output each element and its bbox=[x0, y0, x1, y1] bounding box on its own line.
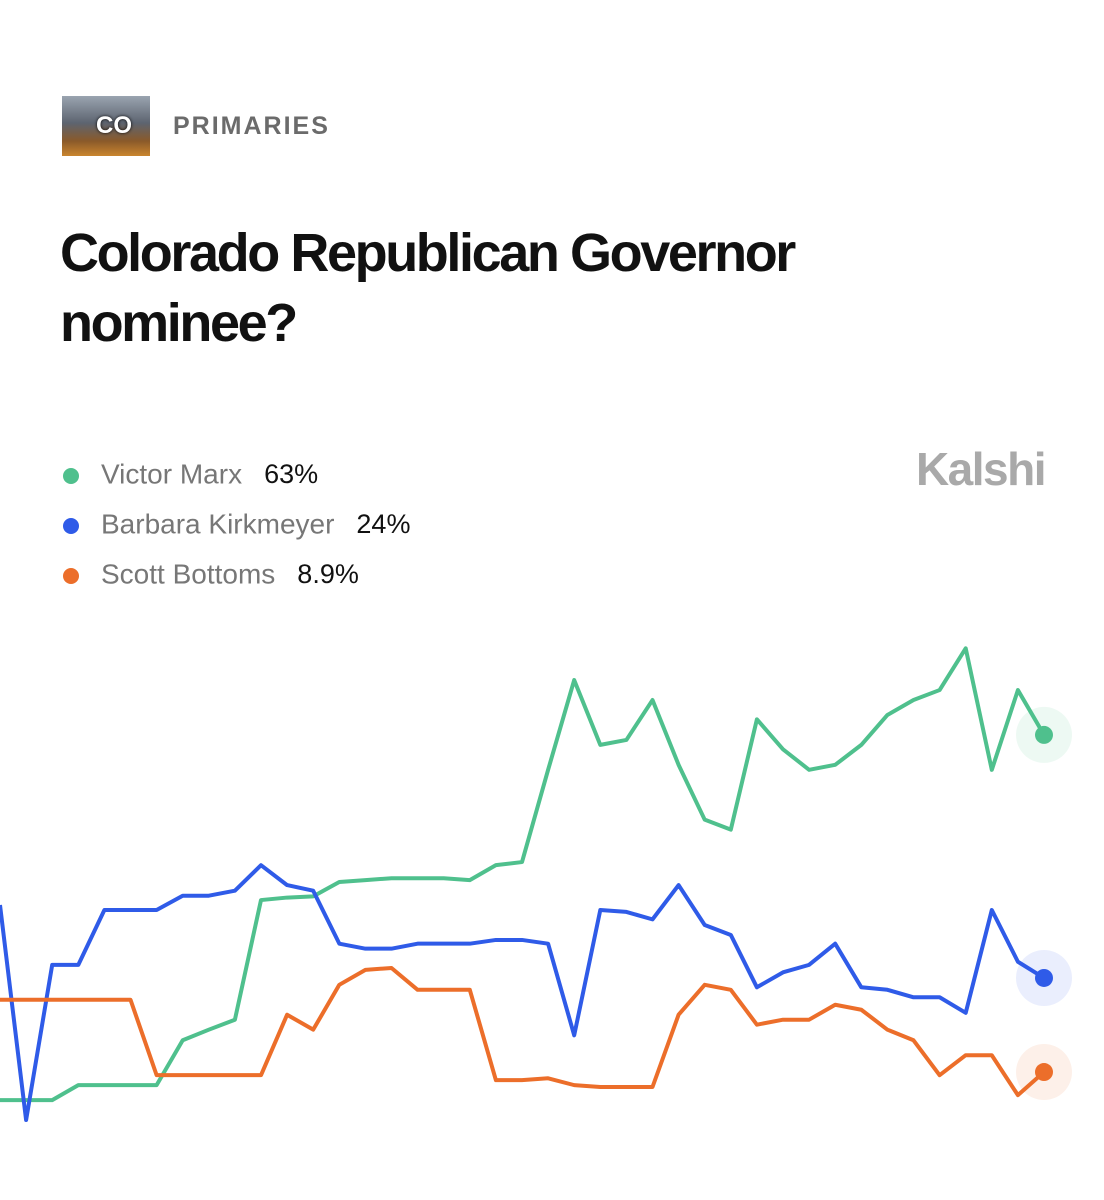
legend-entry: Victor Marx bbox=[101, 458, 242, 489]
legend-dot bbox=[63, 568, 79, 584]
legend-value: 24% bbox=[356, 509, 410, 539]
legend-entry: Barbara Kirkmeyer bbox=[101, 508, 334, 539]
legend-dot bbox=[63, 468, 79, 484]
legend-value: 8.9% bbox=[297, 559, 359, 589]
category-code: CO bbox=[96, 112, 132, 139]
end-dot bbox=[1035, 968, 1053, 987]
end-dot bbox=[1035, 725, 1053, 744]
brand-logo: Kalshi bbox=[916, 443, 1045, 495]
series-line bbox=[0, 646, 1046, 1103]
kicker: PRIMARIES bbox=[173, 112, 330, 140]
series-line bbox=[0, 965, 1046, 1098]
series-line bbox=[0, 863, 1046, 1123]
legend-dot bbox=[63, 518, 79, 534]
chart-title: Colorado Republican Governor nominee? bbox=[60, 223, 796, 353]
category-thumbnail: CO bbox=[62, 96, 150, 156]
end-dot bbox=[1035, 1063, 1053, 1082]
legend-entry: Scott Bottoms bbox=[101, 558, 275, 589]
legend-value: 63% bbox=[264, 459, 318, 489]
